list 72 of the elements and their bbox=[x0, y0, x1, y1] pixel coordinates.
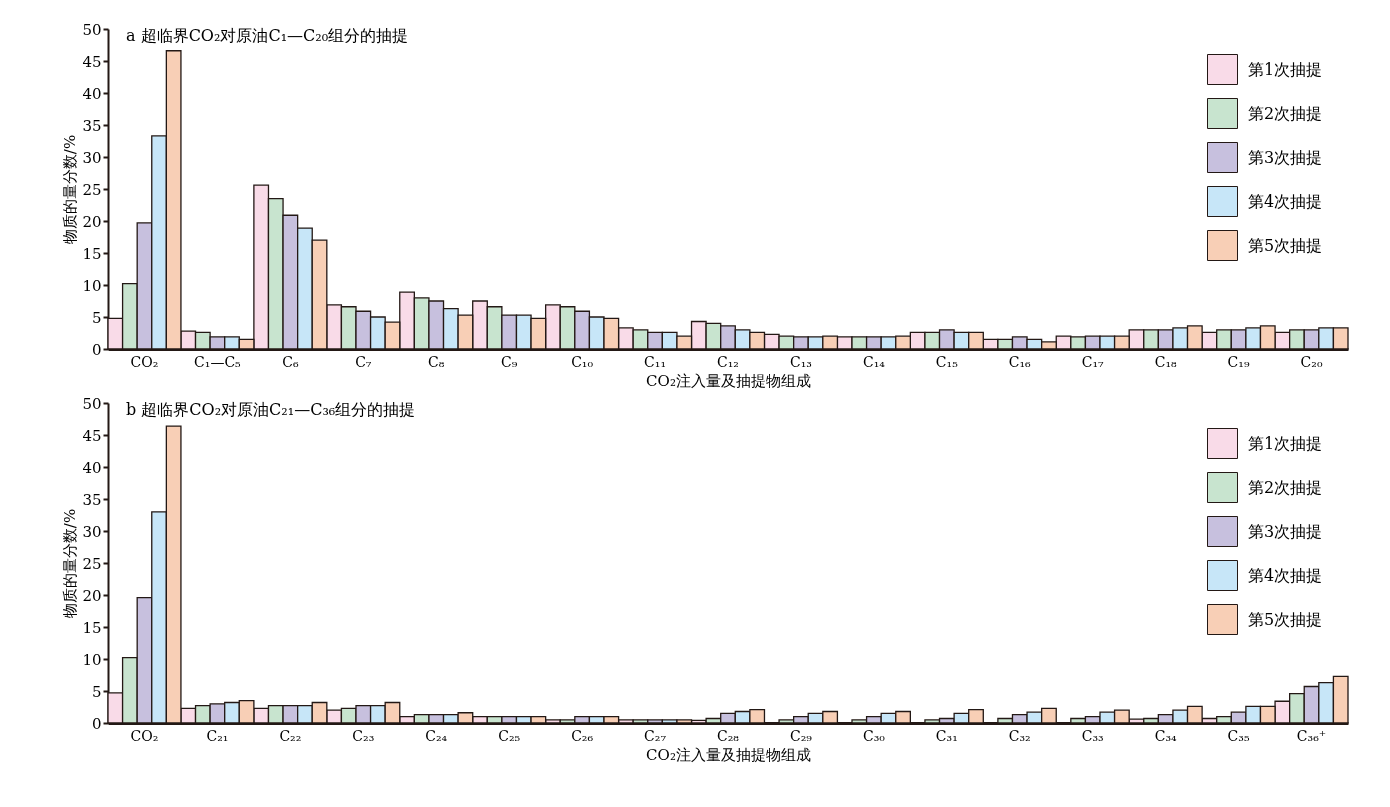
y-tick-label: 20 bbox=[82, 586, 102, 605]
y-tick-label: 15 bbox=[82, 618, 102, 637]
y-tick-label: 35 bbox=[82, 116, 102, 135]
legend-label: 第5次抽提 bbox=[1248, 235, 1323, 255]
legend-label: 第1次抽提 bbox=[1248, 59, 1323, 79]
x-tick-label: C₉ bbox=[501, 353, 518, 370]
x-tick-label: C₁₁ bbox=[644, 353, 667, 370]
y-tick-label: 30 bbox=[82, 148, 102, 167]
x-tick-label: C₃₂ bbox=[1008, 727, 1031, 744]
x-tick-label: C₃₃ bbox=[1081, 727, 1104, 744]
x-tick-label: C₃₀ bbox=[862, 727, 886, 744]
x-tick-label: C₈ bbox=[428, 353, 445, 370]
legend-label: 第2次抽提 bbox=[1248, 103, 1323, 123]
legend-label: 第3次抽提 bbox=[1248, 521, 1323, 541]
x-tick-label: C₂₄ bbox=[425, 727, 448, 744]
x-tick-label: C₂₂ bbox=[279, 727, 302, 744]
x-tick-label: C₁₆ bbox=[1008, 353, 1032, 370]
x-tick-label: C₁₄ bbox=[862, 353, 886, 370]
x-tick-label: C₁₇ bbox=[1081, 353, 1105, 370]
legend-label: 第4次抽提 bbox=[1248, 191, 1323, 211]
x-tick-label: C₃₅ bbox=[1227, 727, 1250, 744]
x-tick-label: C₂₃ bbox=[352, 727, 375, 744]
y-tick-label: 0 bbox=[91, 340, 102, 359]
x-axis-title: CO₂注入量及抽提物组成 bbox=[646, 745, 811, 764]
x-tick-label: C₂₁ bbox=[206, 727, 229, 744]
y-tick-label: 25 bbox=[82, 180, 102, 199]
x-tick-label: CO₂ bbox=[130, 353, 159, 370]
x-tick-label: C₂₉ bbox=[789, 727, 813, 744]
x-tick-label: C₂₇ bbox=[644, 727, 667, 744]
y-tick-label: 50 bbox=[82, 394, 102, 413]
x-tick-label: C₁₂ bbox=[717, 353, 739, 370]
x-tick-label: C₁₅ bbox=[935, 353, 959, 370]
x-tick-label: C₂₀ bbox=[1300, 353, 1323, 370]
y-tick-label: 35 bbox=[82, 490, 102, 509]
x-tick-label: CO₂ bbox=[130, 727, 159, 744]
y-tick-label: 40 bbox=[82, 84, 102, 103]
y-tick-label: 50 bbox=[82, 20, 102, 39]
y-tick-label: 45 bbox=[82, 52, 102, 71]
x-tick-label: C₇ bbox=[355, 353, 372, 370]
y-tick-label: 5 bbox=[91, 682, 102, 701]
legend-label: 第2次抽提 bbox=[1248, 477, 1323, 497]
legend-label: 第1次抽提 bbox=[1248, 433, 1323, 453]
chart-title: a 超临界CO₂对原油C₁—C₂₀组分的抽提 bbox=[126, 26, 409, 45]
chart-title: b 超临界CO₂对原油C₂₁—C₃₆组分的抽提 bbox=[126, 400, 416, 419]
y-tick-label: 15 bbox=[82, 244, 102, 263]
x-tick-label: C₃₆⁺ bbox=[1296, 727, 1327, 744]
x-tick-label: C₂₈ bbox=[717, 727, 740, 744]
x-tick-label: C₁₉ bbox=[1227, 353, 1250, 370]
x-tick-label: C₁₈ bbox=[1154, 353, 1177, 370]
legend-label: 第4次抽提 bbox=[1248, 565, 1323, 585]
x-tick-label: C₁₀ bbox=[571, 353, 594, 370]
y-axis-title: 物质的量分数/% bbox=[61, 508, 80, 619]
legend-label: 第3次抽提 bbox=[1248, 147, 1323, 167]
x-tick-label: C₁₃ bbox=[789, 353, 812, 370]
y-axis-title: 物质的量分数/% bbox=[61, 134, 80, 245]
y-tick-label: 40 bbox=[82, 458, 102, 477]
y-tick-label: 20 bbox=[82, 212, 102, 231]
x-tick-label: C₆ bbox=[282, 353, 299, 370]
legend-label: 第5次抽提 bbox=[1248, 609, 1323, 629]
x-tick-label: C₃₄ bbox=[1154, 727, 1177, 744]
x-axis-title: CO₂注入量及抽提物组成 bbox=[646, 371, 811, 390]
y-tick-label: 25 bbox=[82, 554, 102, 573]
y-tick-label: 10 bbox=[82, 276, 102, 295]
y-tick-label: 30 bbox=[82, 522, 102, 541]
y-tick-label: 0 bbox=[91, 714, 102, 733]
x-tick-label: C₁—C₅ bbox=[194, 353, 242, 370]
y-tick-label: 10 bbox=[82, 650, 102, 669]
x-tick-label: C₃₁ bbox=[935, 727, 958, 744]
x-tick-label: C₂₆ bbox=[571, 727, 594, 744]
x-tick-label: C₂₅ bbox=[498, 727, 521, 744]
y-tick-label: 5 bbox=[91, 308, 102, 327]
y-tick-label: 45 bbox=[82, 426, 102, 445]
